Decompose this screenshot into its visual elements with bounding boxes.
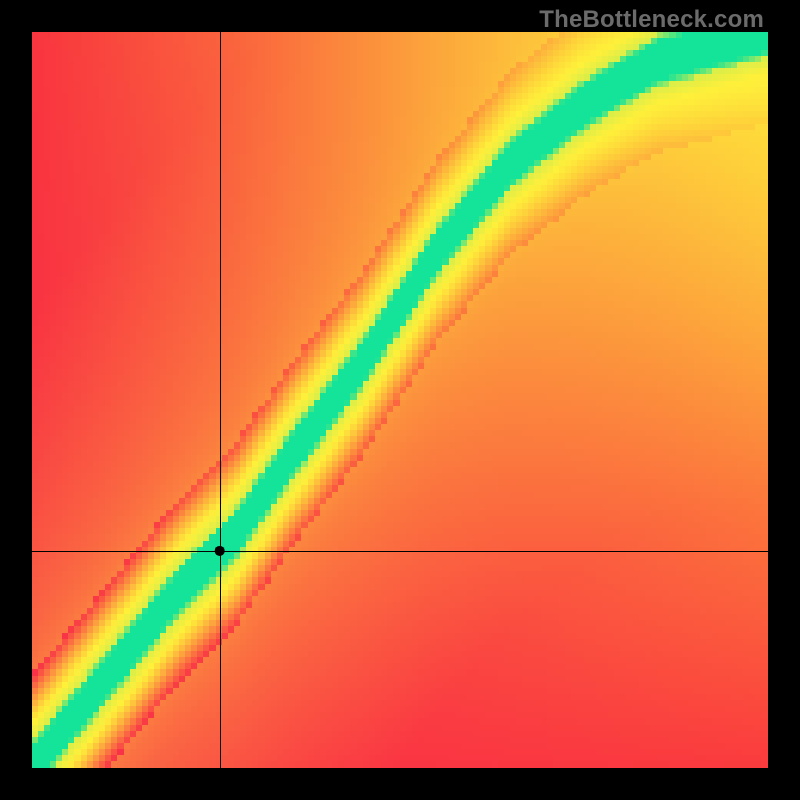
watermark-text: TheBottleneck.com [539, 6, 764, 34]
figure-root: TheBottleneck.com [0, 0, 800, 800]
bottleneck-heatmap [32, 32, 768, 768]
